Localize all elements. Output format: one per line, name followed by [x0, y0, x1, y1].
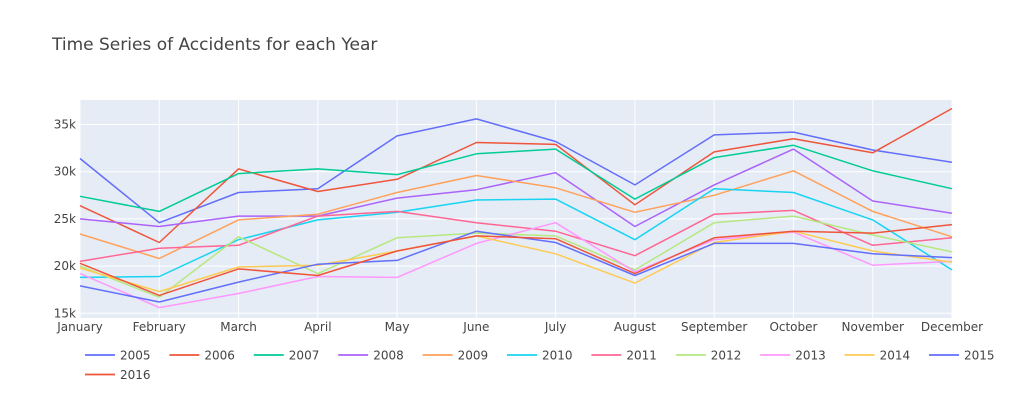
legend-item-2012[interactable]: 2012 [675, 349, 742, 363]
legend-label: 2015 [964, 349, 995, 363]
series-line-2013 [79, 221, 953, 309]
y-tick-label: 15k [54, 306, 76, 320]
plot-area [80, 100, 952, 318]
series-line-2009 [79, 170, 953, 260]
y-tick-label: 30k [54, 165, 76, 179]
legend-label: 2008 [373, 349, 404, 363]
legend-label: 2011 [626, 349, 657, 363]
legend-item-2009[interactable]: 2009 [422, 349, 489, 363]
legend-label: 2010 [542, 349, 573, 363]
x-tick-label: March [220, 320, 257, 334]
legend-label: 2006 [204, 349, 235, 363]
legend-item-2014[interactable]: 2014 [844, 349, 911, 363]
legend-item-2006[interactable]: 2006 [169, 349, 235, 363]
x-tick-label: January [56, 320, 103, 334]
x-tick-label: February [133, 320, 186, 334]
series-line-2006 [79, 107, 953, 244]
x-tick-label: April [304, 320, 331, 334]
y-tick-label: 35k [54, 118, 76, 132]
legend-label: 2012 [711, 349, 742, 363]
series-line-2016 [79, 223, 953, 297]
legend-item-2013[interactable]: 2013 [760, 349, 826, 363]
series-line-2012 [79, 215, 953, 298]
x-tick-label: September [681, 320, 747, 334]
series-line-2007 [79, 144, 953, 213]
y-tick-label: 20k [54, 259, 76, 273]
x-tick-label: July [544, 320, 567, 334]
legend-label: 2007 [289, 349, 320, 363]
legend-item-2015[interactable]: 2015 [929, 349, 995, 363]
legend-item-2010[interactable]: 2010 [507, 349, 573, 363]
chart-title: Time Series of Accidents for each Year [51, 35, 377, 55]
series-line-2011 [79, 209, 953, 263]
x-tick-label: August [614, 320, 656, 334]
x-tick-label: October [769, 320, 817, 334]
legend-item-2011[interactable]: 2011 [591, 349, 657, 363]
legend-label: 2014 [880, 349, 911, 363]
legend-item-2005[interactable]: 2005 [85, 349, 151, 363]
legend-label: 2016 [120, 368, 151, 382]
legend-label: 2005 [120, 349, 151, 363]
legend-label: 2009 [458, 349, 489, 363]
x-tick-label: June [462, 320, 489, 334]
legend: 2005 2006 2007 2008 2009 2010 2011 2012 2013 2014… [85, 349, 995, 382]
legend-item-2008[interactable]: 2008 [338, 349, 404, 363]
series-line-2005 [79, 118, 953, 224]
x-tick-label: May [385, 320, 410, 334]
series-lines [79, 107, 953, 309]
series-line-2014 [79, 230, 953, 293]
y-tick-label: 25k [54, 212, 76, 226]
axis-ticks: 15k 20k 25k 30k 35k January February March April… [54, 118, 983, 334]
x-tick-label: December [921, 320, 983, 334]
legend-item-2016[interactable]: 2016 [85, 368, 151, 382]
legend-item-2007[interactable]: 2007 [253, 349, 320, 363]
legend-label: 2013 [795, 349, 826, 363]
x-tick-label: November [842, 320, 904, 334]
gridlines [79, 100, 953, 318]
